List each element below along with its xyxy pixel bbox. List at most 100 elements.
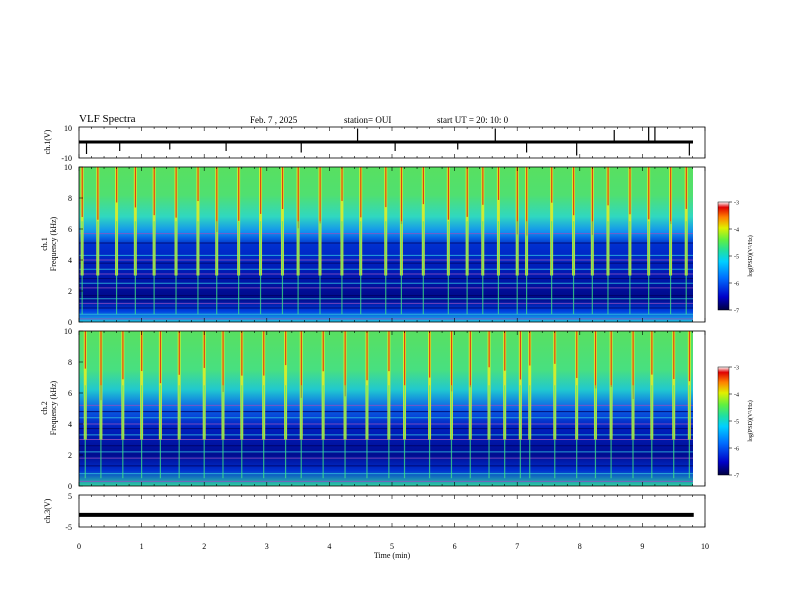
- spheric-core: [576, 331, 578, 378]
- spheric-tail: [203, 385, 205, 479]
- ch2-spectrogram-line-emissions: [79, 404, 693, 482]
- spheric-tail: [469, 385, 471, 479]
- frequency-tick-label: 10: [64, 327, 72, 336]
- spheric-tail: [175, 221, 177, 315]
- colorbar-tick-label: -4: [734, 393, 739, 399]
- frequency-tick-label: 8: [68, 194, 72, 203]
- ch2-colorbar: -3 -4 -5 -6 -7 log(PSD)(V²/Hz): [717, 366, 754, 480]
- ch2-colorbar-label: log(PSD)(V²/Hz): [747, 400, 754, 441]
- spheric-tail: [141, 385, 143, 479]
- spheric-core: [488, 331, 490, 368]
- spheric-tail: [115, 221, 118, 315]
- spheric-tail: [685, 221, 687, 315]
- ch2-spectrogram-background: [79, 331, 693, 486]
- spheric-core: [422, 167, 424, 205]
- frequency-tick-label: 0: [68, 318, 72, 327]
- frequency-tick-label: 2: [68, 451, 72, 460]
- time-tick-label: 7: [515, 542, 519, 551]
- spheric-core: [153, 167, 155, 216]
- spheric-core: [504, 331, 506, 371]
- spheric-tail: [629, 221, 631, 315]
- spheric-tail: [84, 385, 86, 479]
- spheric-core: [97, 167, 99, 220]
- spheric-core: [651, 331, 653, 375]
- spheric-core: [529, 331, 531, 366]
- spheric-tail: [134, 221, 136, 315]
- spheric-core: [429, 331, 431, 378]
- spheric-core: [466, 167, 468, 217]
- spheric-tail: [259, 221, 262, 315]
- spheric-core: [685, 167, 687, 209]
- frequency-tick-label: 2: [68, 287, 72, 296]
- ch2-frequency-tick-labels: 0 2 4 6 8 10: [64, 327, 83, 491]
- spheric-core: [404, 331, 406, 386]
- spheric-core: [81, 167, 83, 218]
- ch2-channel-label: ch.2: [40, 401, 49, 415]
- spheric-tail: [241, 385, 243, 479]
- spheric-tail: [572, 221, 575, 315]
- spheric-tail: [497, 221, 500, 315]
- time-tick-label: 9: [640, 542, 644, 551]
- station-label: station= OUI: [344, 115, 392, 125]
- frequency-tick-label: 4: [68, 256, 72, 265]
- spheric-core: [322, 331, 324, 372]
- spheric-tail: [482, 221, 484, 315]
- ch1-waveform-spikes: [85, 127, 690, 156]
- time-tick-label: 5: [390, 542, 394, 551]
- spheric-tail: [428, 385, 431, 479]
- spheric-core: [632, 331, 634, 400]
- spheric-core: [497, 167, 500, 200]
- spheric-core: [385, 167, 387, 208]
- spheric-tail: [341, 221, 343, 315]
- spheric-tail: [450, 385, 453, 479]
- spheric-tail: [297, 221, 299, 315]
- spheric-core: [610, 331, 612, 388]
- ch3-waveform-frame: [78, 494, 706, 528]
- spheric-tail: [554, 385, 556, 479]
- spheric-core: [594, 331, 597, 389]
- spheric-tail: [607, 221, 609, 315]
- ch2-frequency-axis-label: Frequency (kHz): [49, 380, 58, 435]
- spheric-core: [134, 167, 137, 208]
- spheric-core: [159, 331, 162, 384]
- spheric-core: [573, 167, 575, 216]
- time-axis-tick-labels: 0 1 2 3 4 5 6 7 8 9 10: [77, 542, 709, 551]
- spheric-tail: [385, 221, 387, 315]
- ch2-spectrogram-panel: 0 2 4 6 8 10 ch.2 Frequency (kHz): [40, 327, 706, 491]
- spheric-tail: [688, 385, 690, 479]
- time-tick-label: 2: [202, 542, 206, 551]
- spheric-tail: [519, 385, 521, 479]
- spheric-tail: [400, 221, 402, 315]
- spheric-core: [216, 167, 218, 233]
- ch1-frequency-tick-labels: 0 2 4 6 8 10: [64, 163, 83, 327]
- frequency-tick-label: 10: [64, 163, 72, 172]
- ch1-frequency-axis-label: Frequency (kHz): [49, 216, 58, 271]
- frequency-tick-label: 0: [68, 482, 72, 491]
- spheric-core: [519, 331, 522, 380]
- spheric-tail: [100, 385, 102, 479]
- spheric-core: [100, 331, 102, 401]
- spheric-tail: [422, 221, 424, 315]
- spheric-core: [84, 331, 86, 369]
- spheric-tail: [284, 385, 287, 479]
- spheric-tail: [153, 221, 155, 315]
- spheric-core: [482, 167, 484, 205]
- spheric-tail: [651, 385, 653, 479]
- ch3-waveform-ticks: [78, 495, 706, 527]
- spheric-tail: [673, 385, 675, 479]
- frequency-tick-label: 6: [68, 389, 72, 398]
- ch3-waveform-panel: 5 -5 ch.3(V): [43, 492, 706, 532]
- ch1-colorbar: -3 -4 -5 -6 -7 log(PSD)(V²/Hz): [717, 201, 754, 315]
- colorbar-tick-label: -6: [734, 282, 739, 288]
- colorbar-tick-label: -5: [734, 420, 739, 426]
- spheric-core: [281, 167, 284, 210]
- spheric-tail: [159, 385, 161, 479]
- colorbar-tick-label: -6: [734, 447, 739, 453]
- spheric-core: [554, 331, 556, 364]
- ch1-ytick-top: 10: [64, 124, 72, 133]
- spheric-core: [366, 331, 368, 381]
- ch1-colorbar-label: log(PSD)(V²/Hz): [747, 235, 754, 276]
- spheric-core: [673, 331, 675, 379]
- spheric-tail: [281, 221, 284, 315]
- spheric-tail: [591, 221, 593, 315]
